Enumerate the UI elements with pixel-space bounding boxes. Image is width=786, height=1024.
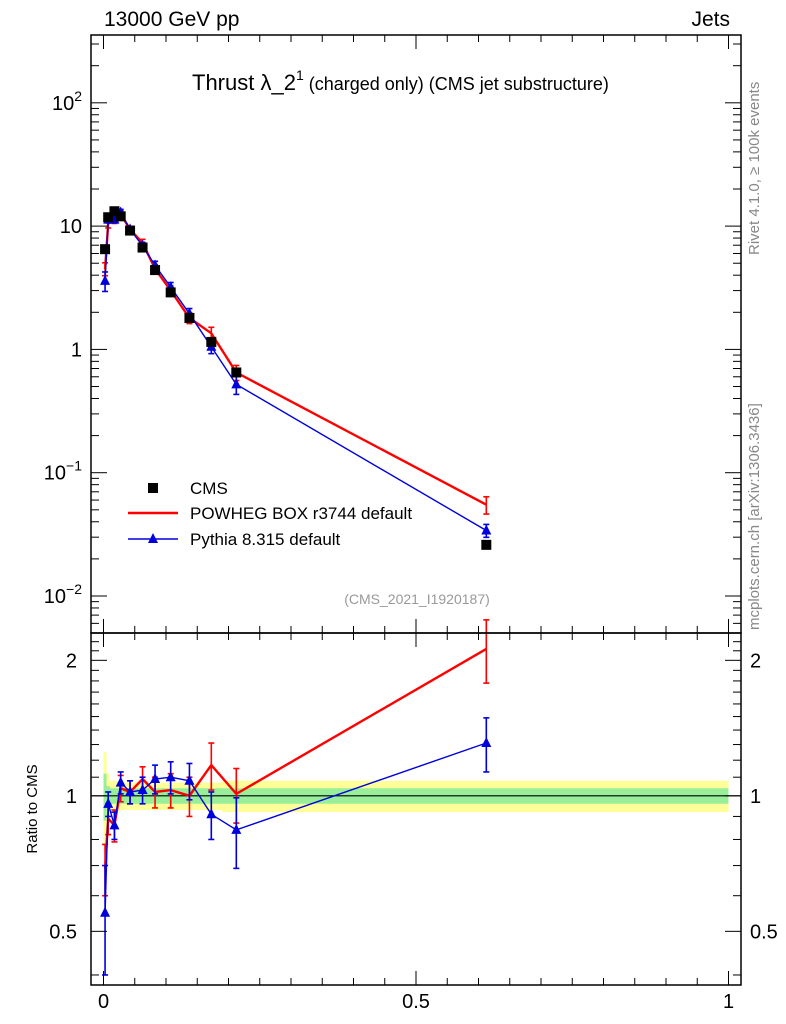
cms-point [231, 367, 242, 378]
ratio-pythia-point [125, 785, 136, 796]
pythia-point [231, 378, 242, 389]
ratio-pythia-point [206, 808, 217, 819]
y-tick-label: 10 [60, 216, 82, 238]
pythia-line [104, 211, 487, 532]
y-tick-label: 102 [52, 88, 82, 115]
pythia-point [481, 524, 492, 535]
legend-label: CMS [190, 479, 228, 498]
cms-point [115, 211, 126, 222]
cms-point [103, 212, 114, 223]
ratio-pythia-point [165, 771, 176, 782]
ratio-pythia-point [150, 772, 161, 783]
cms-point [150, 265, 161, 276]
x-tick-label: 0 [98, 991, 109, 1013]
cms-point [100, 244, 111, 255]
cms-point [206, 336, 217, 347]
ratio-pythia-point [184, 774, 195, 785]
y-tick-label: 10−1 [44, 458, 82, 485]
cms-point [481, 539, 492, 550]
x-tick-label: 0.5 [402, 991, 430, 1013]
header-right: Jets [691, 8, 730, 31]
ratio-tick-label-right: 1 [750, 786, 761, 808]
pythia-point [100, 274, 111, 285]
y-tick-label: 1 [71, 339, 82, 361]
ratio-ylabel: Ratio to CMS [24, 764, 41, 853]
ratio-powheg-line [103, 647, 487, 869]
ratio-pythia-point [103, 797, 114, 808]
header-left: 13000 GeV pp [104, 8, 240, 31]
ratio-pythia-point [115, 776, 126, 787]
powheg-line [103, 212, 487, 506]
legend-cms-marker [148, 483, 158, 493]
ratio-pythia-point [100, 906, 111, 917]
legend-pythia-marker [148, 533, 158, 543]
legend: CMS POWHEG BOX r3744 default Pythia 8.315 … [128, 479, 412, 549]
cms-point [165, 287, 176, 298]
y-tick-label: 10−2 [44, 581, 82, 608]
plot-layer [91, 206, 741, 976]
chart-title: Thrust λ_21 (charged only) (CMS jet subs… [192, 67, 609, 95]
cms-point [109, 206, 120, 217]
cms-point [184, 312, 195, 323]
ratio-tick-label-right: 0.5 [750, 921, 778, 943]
ratio-pythia-point [231, 823, 242, 834]
ratio-pythia-point [137, 784, 148, 795]
ratio-tick-label-left: 0.5 [49, 921, 77, 943]
ratio-band-inner [103, 773, 729, 821]
legend-label: POWHEG BOX r3744 default [190, 504, 412, 523]
legend-label: Pythia 8.315 default [190, 530, 341, 549]
ratio-pythia-point [481, 737, 492, 748]
ratio-pythia-point [109, 819, 120, 830]
ratio-tick-label-right: 2 [750, 650, 761, 672]
cms-point [137, 242, 148, 253]
cms-point [125, 225, 136, 236]
ratio-tick-label-left: 2 [66, 650, 77, 672]
ratio-tick-label-left: 1 [66, 786, 77, 808]
main-frame [90, 34, 742, 634]
x-tick-label: 1 [723, 991, 734, 1013]
analysis-tag: (CMS_2021_I1920187) [344, 591, 490, 607]
ratio-pythia-line [104, 742, 487, 913]
